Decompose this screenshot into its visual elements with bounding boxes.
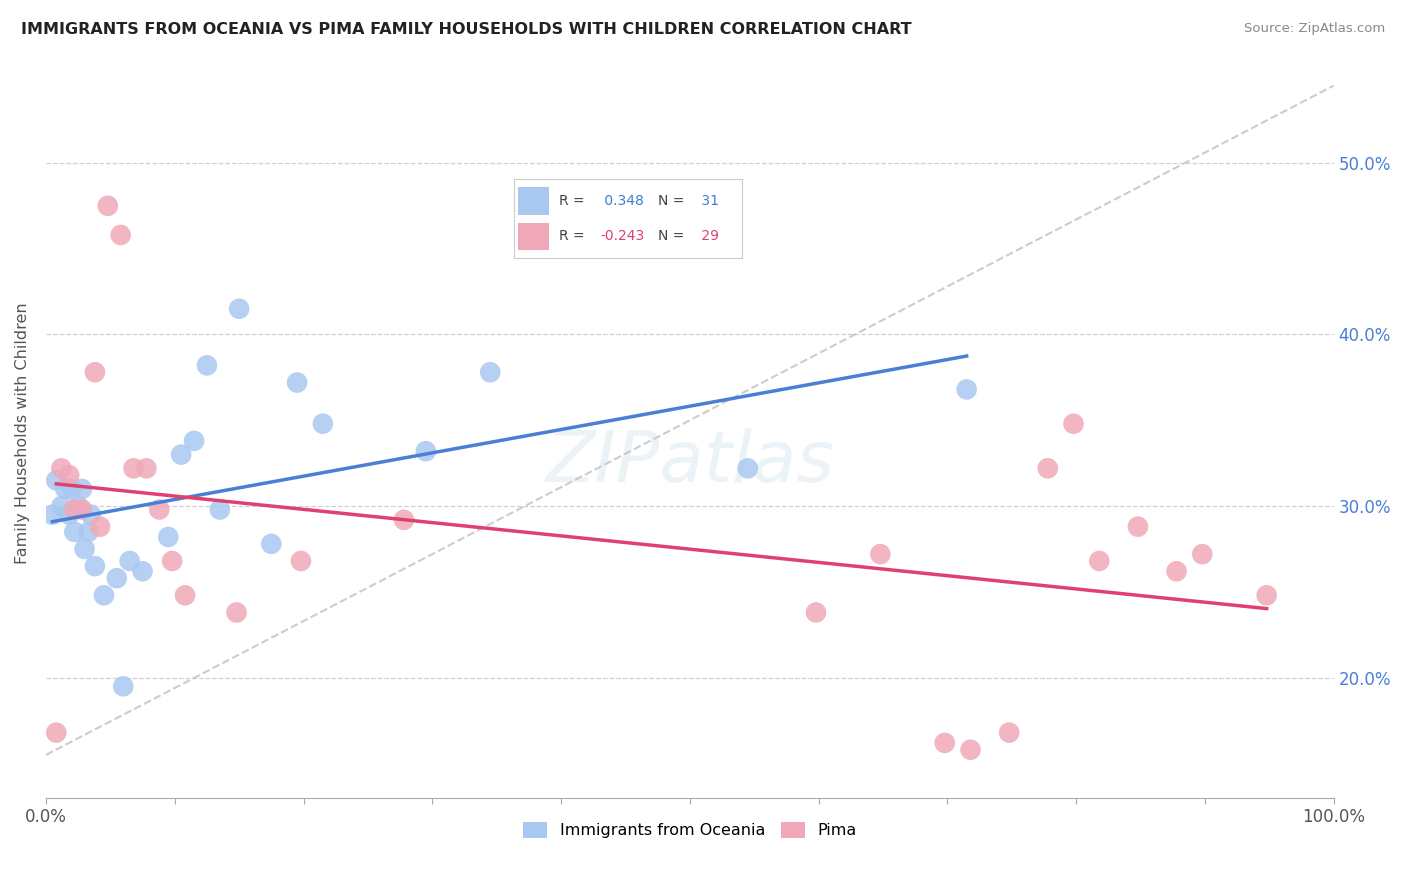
Point: [110, 227, 132, 242]
Text: IMMIGRANTS FROM OCEANIA VS PIMA FAMILY HOUSEHOLDS WITH CHILDREN CORRELATION CHAR: IMMIGRANTS FROM OCEANIA VS PIMA FAMILY H…: [21, 22, 911, 37]
Text: Source: ZipAtlas.com: Source: ZipAtlas.com: [1244, 22, 1385, 36]
Point: [1126, 519, 1149, 533]
Point: [157, 530, 180, 544]
Point: [1036, 461, 1059, 475]
Point: [1191, 547, 1213, 561]
Point: [112, 679, 135, 693]
Point: [285, 376, 308, 390]
Point: [63, 502, 86, 516]
Point: [183, 434, 205, 448]
Point: [83, 365, 105, 379]
Point: [195, 359, 218, 373]
Point: [148, 502, 170, 516]
Point: [67, 499, 90, 513]
Text: 0.348: 0.348: [600, 194, 644, 208]
Point: [160, 554, 183, 568]
Point: [959, 743, 981, 757]
Point: [869, 547, 891, 561]
Point: [998, 725, 1021, 739]
Bar: [519, 187, 548, 215]
Y-axis label: Family Households with Children: Family Households with Children: [15, 302, 30, 564]
Text: -0.243: -0.243: [600, 229, 645, 244]
Legend: Immigrants from Oceania, Pima: Immigrants from Oceania, Pima: [516, 815, 863, 845]
Point: [51, 461, 73, 475]
Point: [89, 519, 111, 533]
Point: [83, 559, 105, 574]
Text: N =: N =: [658, 194, 689, 208]
Point: [737, 461, 759, 475]
Point: [208, 502, 231, 516]
Point: [1166, 564, 1188, 578]
Point: [63, 524, 86, 539]
Point: [73, 541, 96, 556]
Text: 29: 29: [696, 229, 718, 244]
Point: [312, 417, 335, 431]
Point: [45, 725, 67, 739]
Point: [80, 508, 103, 522]
Point: [479, 365, 502, 379]
Point: [93, 588, 115, 602]
Point: [392, 513, 415, 527]
Point: [956, 383, 979, 397]
Point: [1088, 554, 1111, 568]
Point: [225, 606, 247, 620]
Point: [260, 537, 283, 551]
Point: [45, 474, 67, 488]
Point: [1063, 417, 1085, 431]
Point: [934, 736, 956, 750]
Point: [131, 564, 153, 578]
Point: [58, 508, 80, 522]
Point: [51, 499, 73, 513]
Point: [804, 606, 827, 620]
Text: N =: N =: [658, 229, 689, 244]
Point: [118, 554, 141, 568]
Bar: [519, 223, 548, 251]
Point: [228, 301, 250, 316]
Point: [70, 482, 93, 496]
Point: [53, 482, 76, 496]
Point: [97, 199, 120, 213]
Text: ZIPatlas: ZIPatlas: [546, 428, 834, 497]
Text: 31: 31: [696, 194, 718, 208]
Point: [77, 524, 100, 539]
Text: R =: R =: [560, 194, 589, 208]
Point: [1256, 588, 1278, 602]
Point: [105, 571, 128, 585]
Point: [70, 502, 93, 516]
Point: [415, 444, 437, 458]
Text: R =: R =: [560, 229, 589, 244]
Point: [174, 588, 197, 602]
Point: [170, 448, 193, 462]
Point: [60, 482, 83, 496]
Point: [290, 554, 312, 568]
Point: [41, 508, 63, 522]
Point: [58, 468, 80, 483]
Point: [135, 461, 157, 475]
Point: [122, 461, 145, 475]
